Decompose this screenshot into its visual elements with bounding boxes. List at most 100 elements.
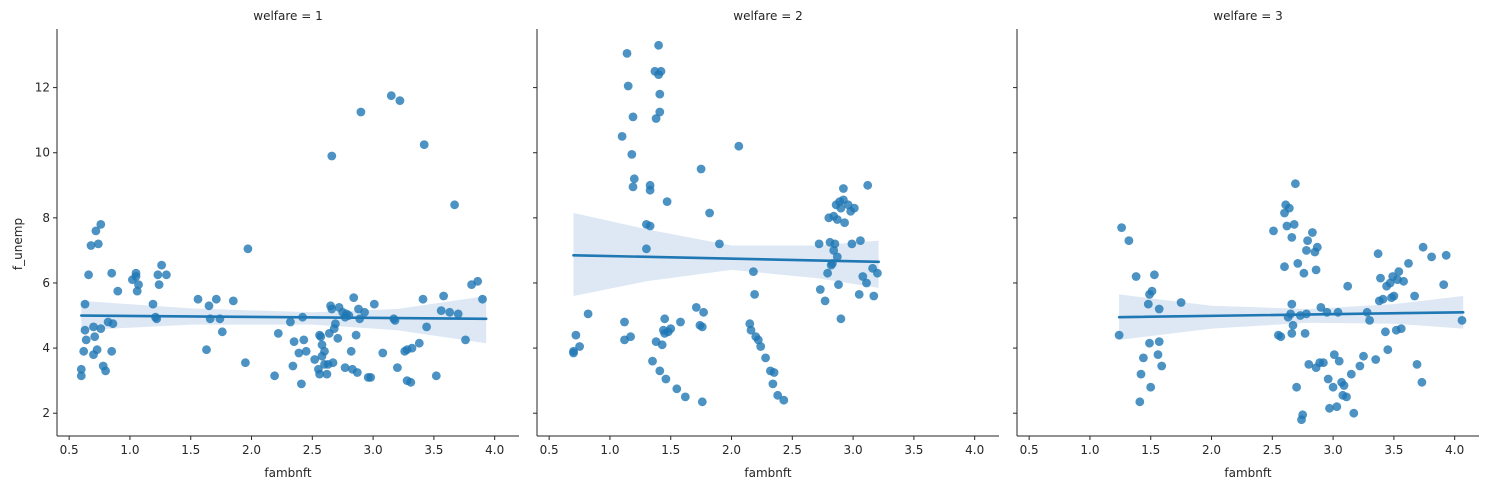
data-point [273,329,283,338]
data-point [1371,355,1381,364]
data-point [830,239,840,249]
data-point [629,174,639,184]
data-point [1131,272,1141,281]
data-point [351,330,361,340]
data-point [1269,226,1278,236]
data-point [779,395,789,405]
data-point [1396,324,1406,333]
data-point [858,272,868,281]
data-point [131,272,141,281]
data-point [80,325,90,335]
data-point [461,335,470,345]
data-point [1319,358,1328,368]
data-point [1311,265,1321,275]
data-point [620,317,629,327]
data-point [654,40,663,50]
data-point [445,307,455,317]
data-point [1299,268,1309,278]
x-tick-label: 3.5 [424,443,443,457]
data-point [1298,410,1308,420]
data-point [90,332,100,342]
data-point [1117,223,1126,233]
y-axis-title: f_unemp [11,218,25,270]
data-point [651,114,661,123]
data-point [1304,360,1314,369]
data-point [627,150,637,159]
data-point [1291,179,1300,189]
data-point [1303,236,1312,246]
data-point [814,239,824,249]
data-point [366,373,376,382]
data-point [1136,369,1146,379]
panel-3: 0.5 1.0 1.5 2.0 2.5 3.0 3.5 4.0 welfare = 3 fambn… [1013,9,1479,480]
data-point [1276,332,1286,342]
data-point [1359,351,1368,361]
data-point [202,345,211,355]
data-point [569,348,578,358]
x-tick-label: 2.5 [303,443,322,457]
data-point [749,267,758,276]
y-tick-label: 10 [35,146,50,160]
data-point [316,332,326,342]
data-point [856,236,865,246]
regression-line [80,314,488,321]
data-point [1328,382,1338,392]
data-point [422,322,431,332]
confidence-band [81,296,487,344]
data-point [407,343,417,353]
data-point [1373,249,1383,259]
data-point [386,91,396,101]
data-point [107,346,117,356]
data-point [241,358,250,368]
data-point [1114,330,1124,340]
x-tick-label: 2.5 [783,443,802,457]
data-point [113,286,123,296]
data-point [96,220,106,229]
data-point [148,299,158,309]
data-point [873,268,882,278]
data-point [1124,236,1134,246]
data-point [154,280,164,289]
data-point [322,369,332,379]
x-tick-label: 4.0 [1445,443,1464,457]
data-point [734,141,744,151]
data-point [315,369,324,379]
x-tick-label: 2.0 [242,443,261,457]
x-tick-label: 0.5 [540,443,559,457]
x-tick-label: 4.0 [485,443,504,457]
data-point [745,319,755,329]
data-point [1293,259,1303,268]
data-point [863,180,873,190]
data-point [655,107,665,117]
data-point [662,197,672,207]
data-point [310,355,320,364]
data-point [1325,403,1334,413]
data-point [645,185,655,195]
data-point [623,81,633,91]
data-point [1154,304,1164,314]
data-point [1316,303,1326,312]
data-point [862,278,871,288]
data-point [320,346,329,356]
data-point [1355,361,1365,371]
y-tick-label: 6 [42,276,50,290]
data-point [395,96,405,105]
data-point [648,356,657,366]
data-point [1412,360,1422,369]
y-tick-label: 8 [42,211,50,225]
data-point [1145,338,1154,348]
data-point [657,340,667,350]
data-point [575,342,584,351]
data-point [1376,273,1385,283]
data-point [289,337,299,346]
data-point [81,335,91,345]
data-point [89,322,98,332]
x-tick-label: 1.5 [661,443,680,457]
x-tick-label: 3.0 [364,443,383,457]
x-tick-label: 1.0 [600,443,619,457]
data-point [331,319,340,329]
data-point [839,184,848,193]
data-point [1342,392,1351,402]
data-point [393,363,402,372]
data-point [1323,374,1333,384]
